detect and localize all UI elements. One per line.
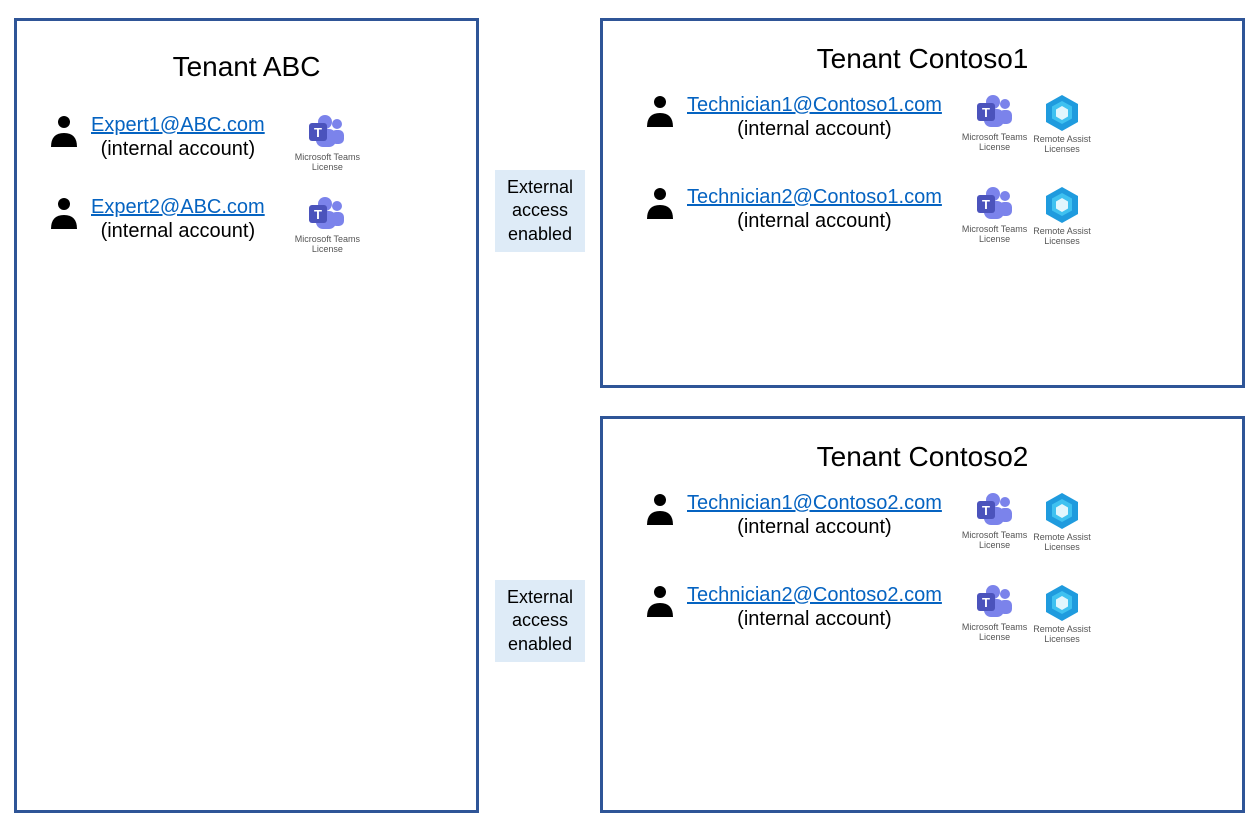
tenant-abc-user-row: Expert2@ABC.com (internal account) Micro… bbox=[47, 195, 476, 255]
teams-license: Microsoft Teams License bbox=[295, 113, 360, 173]
tenant-c2-user-row: Technician2@Contoso2.com (internal accou… bbox=[643, 583, 1242, 645]
user-email-link[interactable]: Expert1@ABC.com bbox=[91, 113, 265, 137]
badge-line: enabled bbox=[508, 634, 572, 654]
teams-icon bbox=[975, 185, 1015, 223]
tenant-abc-box: Tenant ABC Expert1@ABC.com (internal acc… bbox=[14, 18, 479, 813]
user-sub-label: (internal account) bbox=[101, 137, 256, 161]
teams-license-label: Microsoft Teams License bbox=[295, 235, 360, 255]
teams-icon bbox=[307, 195, 347, 233]
teams-license: Microsoft Teams License bbox=[962, 583, 1027, 645]
user-info: Expert1@ABC.com (internal account) bbox=[91, 113, 265, 161]
remote-assist-icon bbox=[1042, 583, 1082, 623]
user-email-link[interactable]: Technician1@Contoso1.com bbox=[687, 93, 942, 117]
teams-license: Microsoft Teams License bbox=[962, 93, 1027, 155]
teams-license: Microsoft Teams License bbox=[295, 195, 360, 255]
teams-license-label: Microsoft Teams License bbox=[962, 225, 1027, 245]
tenant-contoso1-title: Tenant Contoso1 bbox=[603, 43, 1242, 75]
teams-license-label: Microsoft Teams License bbox=[962, 623, 1027, 643]
remote-license-label: Remote Assist Licenses bbox=[1033, 533, 1091, 553]
user-info: Technician2@Contoso1.com (internal accou… bbox=[687, 185, 942, 233]
user-info: Technician1@Contoso1.com (internal accou… bbox=[687, 93, 942, 141]
user-email-link[interactable]: Expert2@ABC.com bbox=[91, 195, 265, 219]
badge-line: External bbox=[507, 177, 573, 197]
external-access-badge: External access enabled bbox=[495, 580, 585, 662]
remote-assist-license: Remote Assist Licenses bbox=[1033, 93, 1091, 155]
tenant-abc-user-row: Expert1@ABC.com (internal account) Micro… bbox=[47, 113, 476, 173]
user-sub-label: (internal account) bbox=[737, 117, 892, 141]
badge-line: External bbox=[507, 587, 573, 607]
tenant-c1-user-row: Technician1@Contoso1.com (internal accou… bbox=[643, 93, 1242, 155]
teams-license-label: Microsoft Teams License bbox=[962, 133, 1027, 153]
badge-line: access bbox=[512, 610, 568, 630]
person-icon bbox=[643, 93, 677, 127]
tenant-contoso1-box: Tenant Contoso1 Technician1@Contoso1.com… bbox=[600, 18, 1245, 388]
user-info: Expert2@ABC.com (internal account) bbox=[91, 195, 265, 243]
remote-license-label: Remote Assist Licenses bbox=[1033, 625, 1091, 645]
remote-assist-icon bbox=[1042, 491, 1082, 531]
tenant-contoso2-box: Tenant Contoso2 Technician1@Contoso2.com… bbox=[600, 416, 1245, 813]
tenant-contoso2-title: Tenant Contoso2 bbox=[603, 441, 1242, 473]
teams-icon bbox=[975, 491, 1015, 529]
teams-license: Microsoft Teams License bbox=[962, 185, 1027, 247]
tenant-c1-user-row: Technician2@Contoso1.com (internal accou… bbox=[643, 185, 1242, 247]
user-sub-label: (internal account) bbox=[737, 607, 892, 631]
user-email-link[interactable]: Technician1@Contoso2.com bbox=[687, 491, 942, 515]
remote-license-label: Remote Assist Licenses bbox=[1033, 227, 1091, 247]
teams-license-label: Microsoft Teams License bbox=[295, 153, 360, 173]
remote-assist-license: Remote Assist Licenses bbox=[1033, 583, 1091, 645]
tenant-abc-title: Tenant ABC bbox=[17, 51, 476, 83]
teams-license: Microsoft Teams License bbox=[962, 491, 1027, 553]
user-info: Technician2@Contoso2.com (internal accou… bbox=[687, 583, 942, 631]
remote-assist-icon bbox=[1042, 93, 1082, 133]
teams-icon bbox=[975, 583, 1015, 621]
person-icon bbox=[643, 185, 677, 219]
remote-license-label: Remote Assist Licenses bbox=[1033, 135, 1091, 155]
person-icon bbox=[643, 583, 677, 617]
user-email-link[interactable]: Technician2@Contoso2.com bbox=[687, 583, 942, 607]
user-email-link[interactable]: Technician2@Contoso1.com bbox=[687, 185, 942, 209]
user-sub-label: (internal account) bbox=[737, 209, 892, 233]
person-icon bbox=[643, 491, 677, 525]
teams-license-label: Microsoft Teams License bbox=[962, 531, 1027, 551]
person-icon bbox=[47, 113, 81, 147]
teams-icon bbox=[975, 93, 1015, 131]
badge-line: enabled bbox=[508, 224, 572, 244]
remote-assist-icon bbox=[1042, 185, 1082, 225]
user-sub-label: (internal account) bbox=[737, 515, 892, 539]
external-access-badge: External access enabled bbox=[495, 170, 585, 252]
badge-line: access bbox=[512, 200, 568, 220]
person-icon bbox=[47, 195, 81, 229]
user-sub-label: (internal account) bbox=[101, 219, 256, 243]
user-info: Technician1@Contoso2.com (internal accou… bbox=[687, 491, 942, 539]
tenant-c2-user-row: Technician1@Contoso2.com (internal accou… bbox=[643, 491, 1242, 553]
remote-assist-license: Remote Assist Licenses bbox=[1033, 491, 1091, 553]
remote-assist-license: Remote Assist Licenses bbox=[1033, 185, 1091, 247]
teams-icon bbox=[307, 113, 347, 151]
